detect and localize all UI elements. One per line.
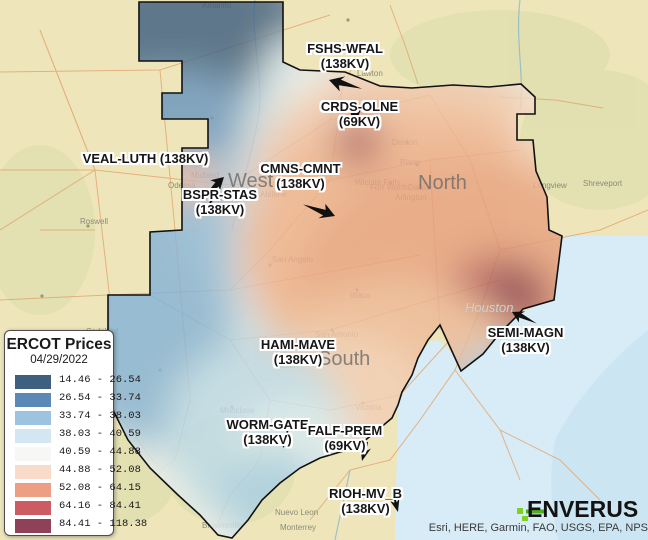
svg-text:Monterrey: Monterrey (280, 523, 316, 532)
svg-text:Shreveport: Shreveport (583, 179, 623, 188)
svg-text:Roswell: Roswell (80, 217, 108, 226)
svg-text:Nuevo Leon: Nuevo Leon (275, 508, 318, 517)
